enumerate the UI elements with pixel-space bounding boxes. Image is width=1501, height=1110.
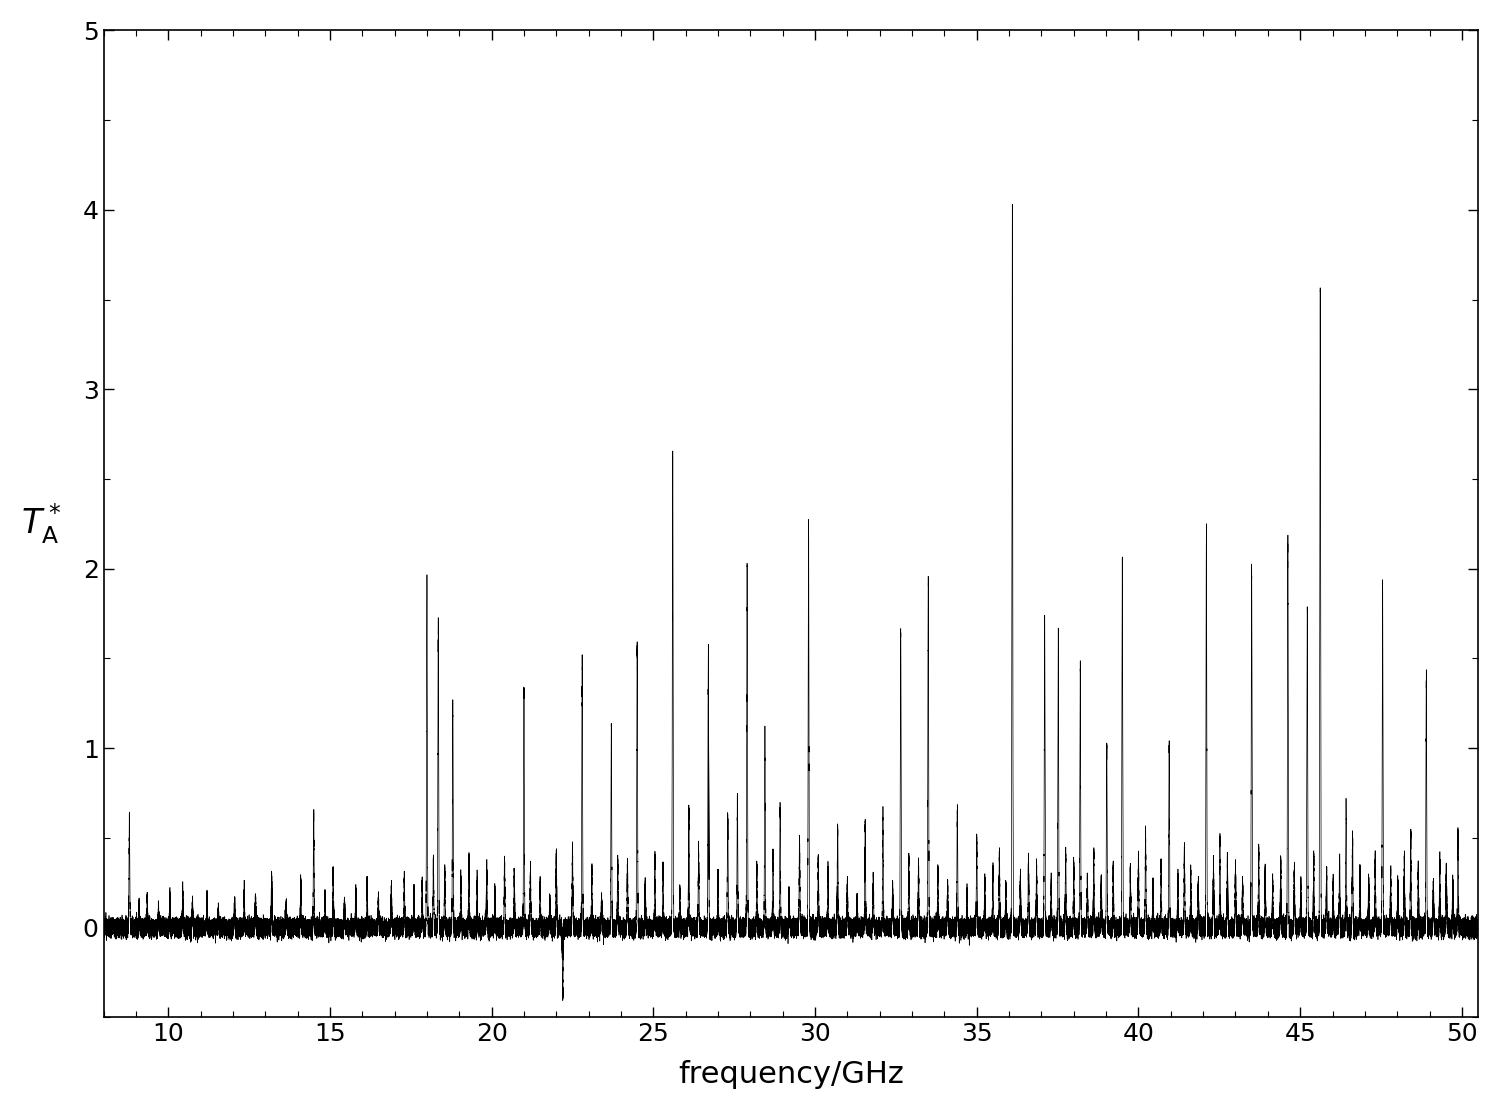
X-axis label: frequency/GHz: frequency/GHz (678, 1060, 904, 1089)
Y-axis label: $T_{\rm A}^*$: $T_{\rm A}^*$ (21, 502, 62, 546)
